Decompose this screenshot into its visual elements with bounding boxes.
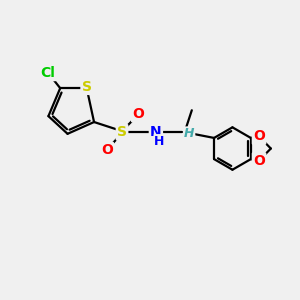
Text: O: O — [101, 143, 113, 157]
Text: S: S — [82, 80, 92, 94]
Text: H: H — [154, 135, 165, 148]
Text: O: O — [253, 154, 265, 168]
Text: S: S — [117, 125, 127, 139]
Text: O: O — [253, 130, 265, 143]
Text: H: H — [184, 127, 195, 140]
Text: N: N — [150, 125, 162, 139]
Text: Cl: Cl — [40, 66, 55, 80]
Text: O: O — [132, 107, 144, 121]
